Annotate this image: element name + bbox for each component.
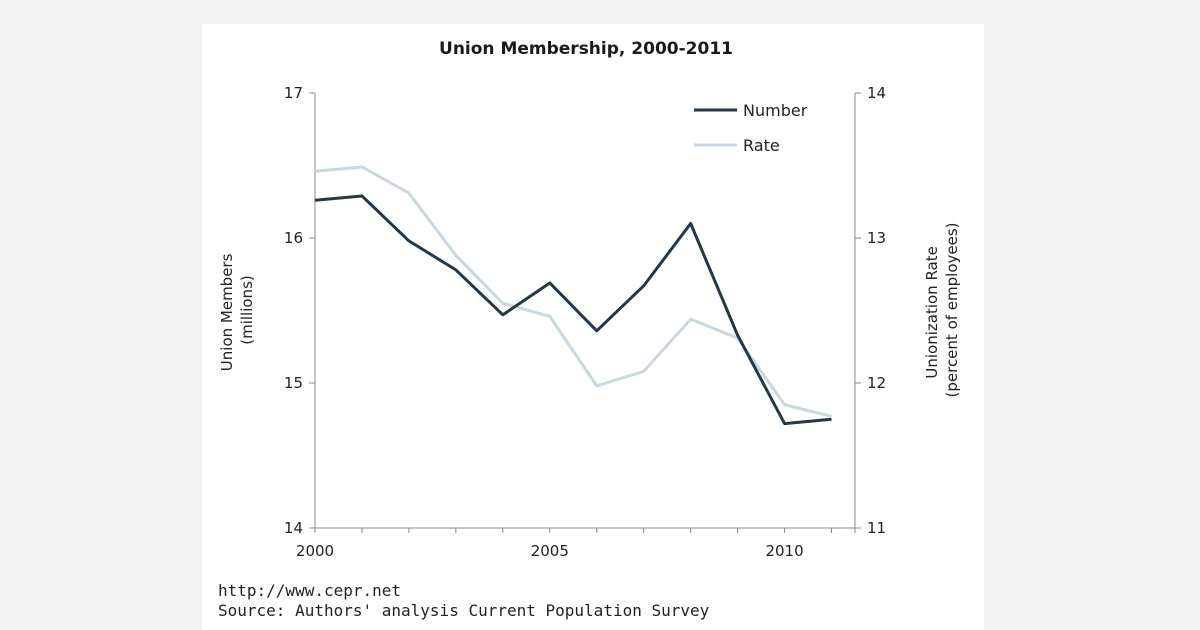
right-axis-label: Unionization Rate (percent of employees) bbox=[923, 222, 961, 397]
x-tick-label: 2005 bbox=[531, 542, 569, 560]
right-tick-label: 11 bbox=[867, 519, 886, 537]
right-tick-label: 12 bbox=[867, 374, 886, 392]
left-tick-label: 17 bbox=[284, 84, 303, 102]
left-tick-label: 14 bbox=[284, 519, 303, 537]
chart-title: Union Membership, 2000-2011 bbox=[439, 39, 733, 59]
series-layer bbox=[314, 165, 832, 426]
right-tick-label: 13 bbox=[867, 229, 886, 247]
chart-panel: Union Membership, 2000-2011 14 15 16 17 11 12… bbox=[202, 24, 984, 630]
x-tick-label: 2000 bbox=[296, 542, 334, 560]
right-axis-label-line2: (percent of employees) bbox=[943, 222, 961, 397]
right-tick-label: 14 bbox=[867, 84, 886, 102]
x-tick-label: 2010 bbox=[765, 542, 803, 560]
legend-label-number: Number bbox=[743, 101, 808, 120]
series-line-number bbox=[314, 194, 832, 426]
legend-label-rate: Rate bbox=[743, 136, 780, 155]
source-note: Source: Authors' analysis Current Popula… bbox=[218, 601, 710, 620]
left-tick-label: 16 bbox=[284, 229, 303, 247]
left-axis-label-line2: (millions) bbox=[238, 275, 256, 345]
left-tick-label: 15 bbox=[284, 374, 303, 392]
right-axis-label-line1: Unionization Rate bbox=[923, 246, 941, 378]
left-axis-label: Union Members (millions) bbox=[218, 249, 256, 371]
union-membership-chart: Union Membership, 2000-2011 14 15 16 17 11 12… bbox=[218, 39, 961, 620]
legend: Number Rate bbox=[694, 101, 808, 155]
axis-ticks bbox=[309, 92, 861, 533]
source-url: http://www.cepr.net bbox=[218, 581, 401, 600]
left-axis-label-line1: Union Members bbox=[218, 253, 236, 371]
tick-labels: 14 15 16 17 11 12 13 14 2000 2005 2010 bbox=[284, 84, 886, 560]
series-line-rate bbox=[314, 165, 832, 418]
